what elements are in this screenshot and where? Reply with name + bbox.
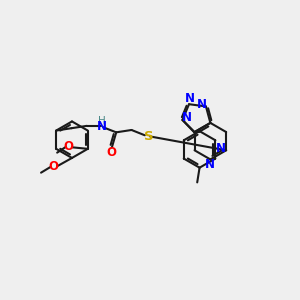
Text: N: N bbox=[196, 98, 206, 112]
Text: N: N bbox=[97, 120, 106, 133]
Text: O: O bbox=[64, 140, 74, 153]
Text: N: N bbox=[182, 111, 192, 124]
Text: N: N bbox=[184, 92, 195, 105]
Text: O: O bbox=[48, 160, 59, 173]
Text: N: N bbox=[206, 158, 215, 171]
Text: N: N bbox=[216, 142, 226, 155]
Text: H: H bbox=[98, 116, 105, 126]
Text: S: S bbox=[143, 130, 153, 143]
Text: O: O bbox=[106, 146, 116, 159]
